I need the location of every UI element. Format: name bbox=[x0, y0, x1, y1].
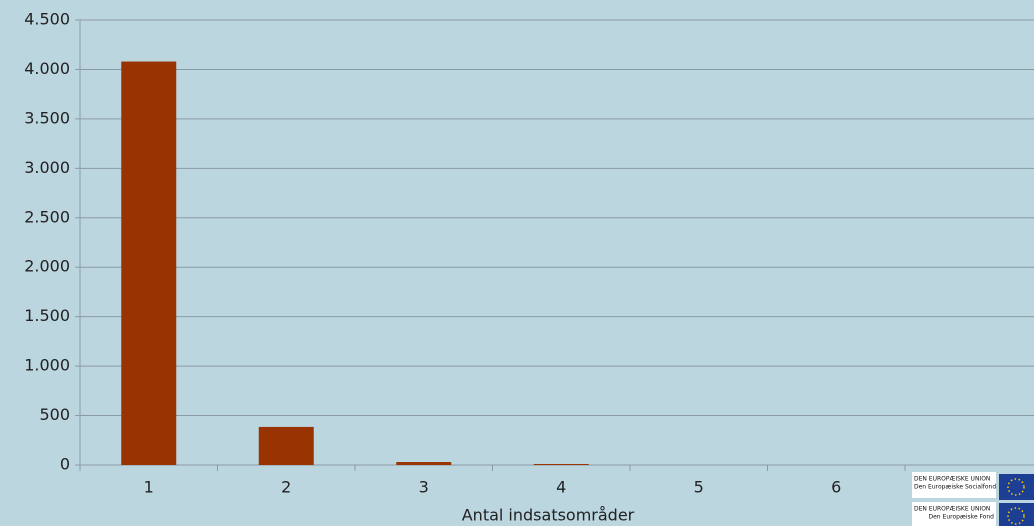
logo-bg bbox=[912, 502, 996, 526]
y-tick-label: 1.000 bbox=[24, 356, 70, 375]
x-tick-label: 1 bbox=[144, 478, 154, 497]
bar bbox=[258, 426, 314, 465]
logo-text: DEN EUROPÆISKE UNION bbox=[914, 476, 990, 483]
bar bbox=[396, 462, 452, 465]
eu-stars bbox=[1007, 507, 1025, 525]
plot-area: 0 500 1.000 1.500 2.000 2.500 3.000 3.500 4.000 4… bbox=[24, 10, 1034, 497]
bar bbox=[533, 464, 589, 465]
bar bbox=[121, 61, 177, 466]
y-tick-label: 4.000 bbox=[24, 59, 70, 78]
eu-stars bbox=[1007, 478, 1025, 496]
logo-bg bbox=[912, 472, 996, 498]
x-tick-label: 2 bbox=[281, 478, 291, 497]
y-tick-label: 2.000 bbox=[24, 257, 70, 276]
x-tick-label: 4 bbox=[556, 478, 566, 497]
y-tick-label: 3.000 bbox=[24, 158, 70, 177]
logo-text: Den Europæiske Fond bbox=[929, 514, 995, 521]
y-tick-label: 500 bbox=[39, 405, 70, 424]
y-tick-label: 3.500 bbox=[24, 108, 70, 127]
logo-text: Den Europæiske Socialfond bbox=[914, 484, 996, 491]
x-tick-label: 5 bbox=[694, 478, 704, 497]
logo: DEN EUROPÆISKE UNION Den Europæiske Soci… bbox=[912, 472, 1034, 526]
y-tick-label: 0 bbox=[60, 455, 70, 474]
y-tick-label: 4.500 bbox=[24, 10, 70, 29]
y-tick-label: 1.500 bbox=[24, 306, 70, 325]
x-axis-label: Antal indsatsområder bbox=[462, 506, 635, 525]
y-tick-label: 2.500 bbox=[24, 207, 70, 226]
x-tick-label: 3 bbox=[419, 478, 429, 497]
x-tick-label: 6 bbox=[831, 478, 841, 497]
eu-flag bbox=[999, 503, 1034, 526]
eu-flag bbox=[999, 474, 1034, 500]
logo-text: DEN EUROPÆISKE UNION bbox=[914, 506, 990, 513]
